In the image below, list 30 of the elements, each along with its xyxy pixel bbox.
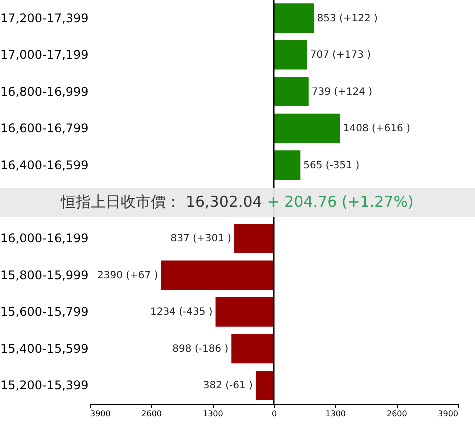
banner: 恒指上日收市價： 16,302.04 + 204.76 (+1.27%) [0, 188, 475, 216]
x-tick-label: 1300 [202, 410, 224, 418]
y-tick-label: 15,800-15,999 [0, 268, 89, 282]
y-tick-label: 17,000-17,199 [0, 48, 89, 62]
x-tick-label: 2600 [142, 410, 162, 418]
y-tick-label: 15,600-15,799 [0, 305, 89, 320]
x-tick-label: 3900 [438, 410, 458, 418]
y-tick-label: 17,200-17,399 [0, 11, 89, 26]
y-tick-label: 16,800-16,999 [0, 84, 89, 99]
data-label: 565 (-351 ) [304, 160, 360, 172]
data-label: 2390 (+67 ) [98, 270, 158, 282]
y-tick-label: 16,600-16,799 [0, 122, 89, 136]
data-label: 1408 (+616 ) [343, 124, 411, 135]
x-tick-label: 2600 [386, 410, 408, 418]
data-label: 739 (+124 ) [312, 86, 373, 98]
annotation: + 204.76 (+1.27%) [267, 193, 414, 211]
data-label: 707 (+173 ) [310, 50, 372, 62]
y-tick-label: 15,200-15,399 [0, 378, 89, 393]
data-label: 382 (-61 ) [203, 380, 254, 392]
y-tick-label: 15,400-15,599 [0, 342, 89, 356]
data-label: 837 (+301 ) [170, 234, 232, 245]
data-label: 898 (-186 ) [172, 344, 229, 355]
x-tick-label: 1300 [326, 410, 346, 418]
data-label: 1234 (-435 ) [150, 307, 213, 318]
data-label: 853 (+122 ) [317, 13, 378, 24]
x-tick-label: 0 [272, 410, 278, 418]
annotation: 恒指上日收市價： 16,302.04 [61, 192, 262, 212]
x-tick-label: 3900 [90, 410, 111, 418]
y-tick-label: 16,400-16,599 [0, 158, 89, 172]
y-tick-label: 16,000-16,199 [0, 232, 89, 246]
